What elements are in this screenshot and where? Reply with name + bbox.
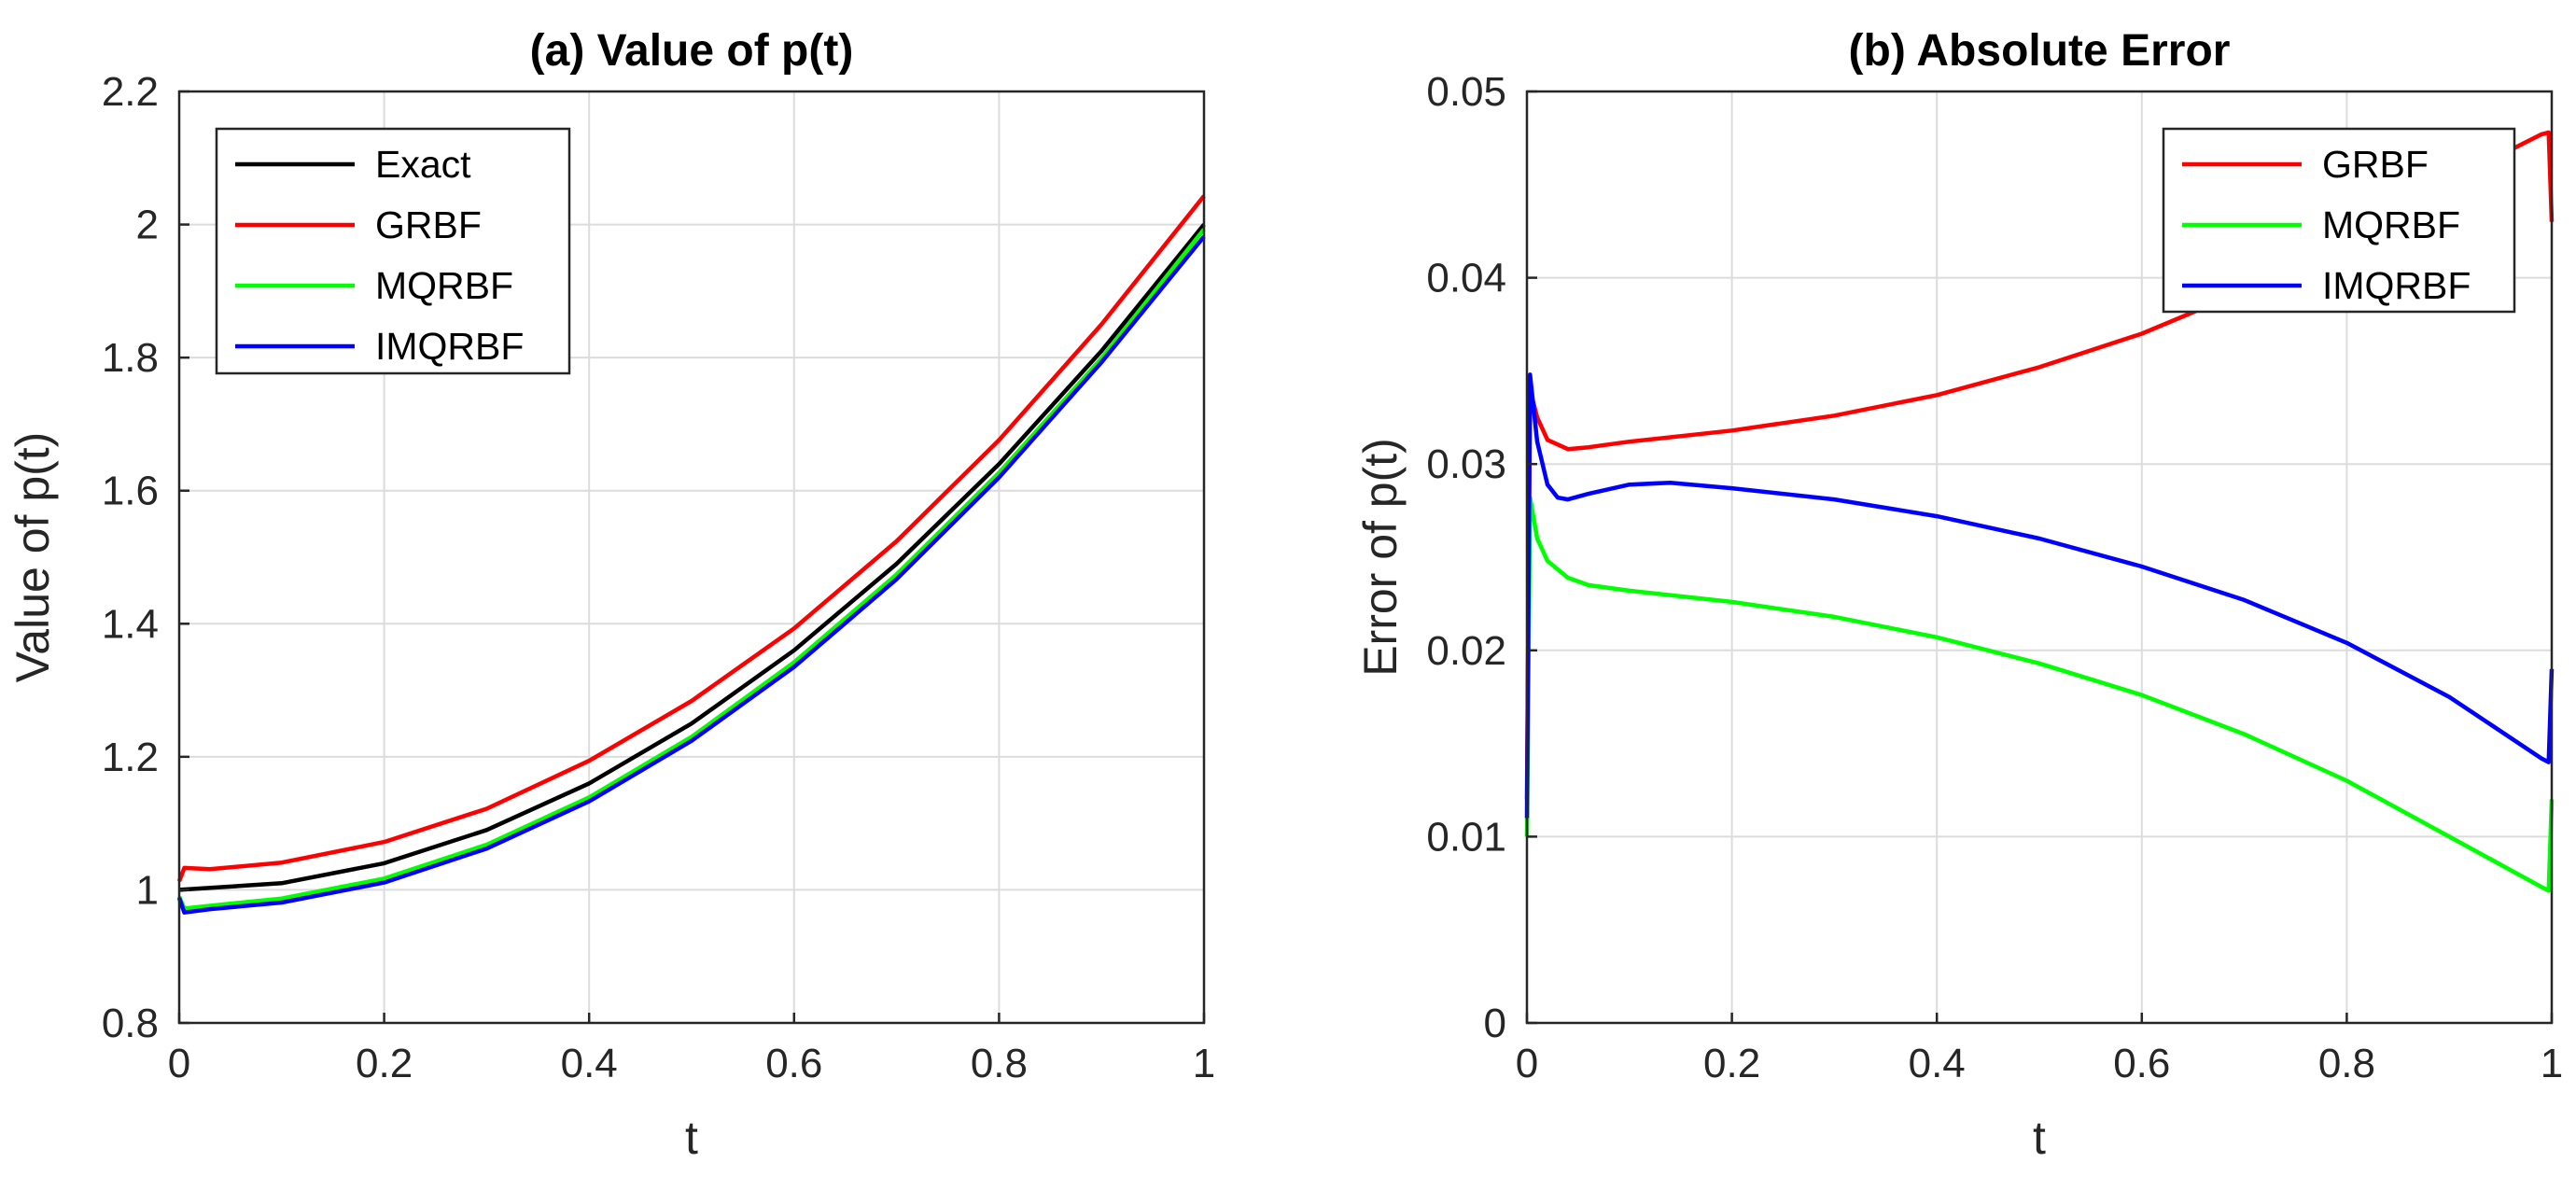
- chart-b-legend-box: [2162, 127, 2516, 314]
- chart-b-x-tick-label: 0: [1516, 1041, 1538, 1086]
- chart-a-series: [176, 194, 1206, 915]
- chart-a-x-tick-label: 1: [1193, 1041, 1215, 1086]
- chart-a-x-tick-label: 0.2: [356, 1041, 413, 1086]
- chart-a-ticks: 0 0.2 0.4 0.6 0.8 1 0.8 1 1.2 1.4 1.6 1.8 2 2.2: [102, 69, 1215, 1086]
- chart-a-legend-box: [215, 127, 571, 375]
- chart-a-y-tick-label: 2.2: [102, 69, 159, 115]
- chart-b-x-axis-label: t: [2033, 1112, 2046, 1164]
- chart-a-legend-label-imqrbf: IMQRBF: [375, 325, 524, 368]
- chart-b-axes-frame: [1525, 90, 2554, 1025]
- chart-b-y-tick-label: 0.04: [1426, 256, 1506, 301]
- chart-b-x-tick-label: 0.6: [2113, 1041, 2170, 1086]
- chart-a-x-axis-label: t: [685, 1112, 698, 1164]
- chart-a-series-imqrbf: [176, 234, 1206, 915]
- chart-a-series-grbf: [176, 194, 1206, 883]
- chart-b-y-tick-label: 0.05: [1426, 69, 1506, 115]
- chart-a-y-tick-label: 1.2: [102, 735, 159, 780]
- chart-a-value-of-p: 0 0.2 0.4 0.6 0.8 1 0.8 1 1.2 1.4 1.6 1.8 2 2.2 (a) V…: [7, 26, 1215, 1164]
- chart-a-y-tick-label: 0.8: [102, 1001, 159, 1046]
- chart-b-legend-label-grbf: GRBF: [2322, 143, 2429, 186]
- chart-a-legend-label-grbf: GRBF: [375, 203, 482, 246]
- chart-b-y-tick-label: 0: [1484, 1001, 1506, 1046]
- chart-a-series-mqrbf: [176, 228, 1206, 911]
- chart-b-x-tick-label: 0.8: [2318, 1041, 2375, 1086]
- chart-a-legend-label-exact: Exact: [375, 143, 471, 186]
- chart-a-legend-label-mqrbf: MQRBF: [375, 264, 513, 307]
- chart-a-title: (a) Value of p(t): [530, 26, 854, 76]
- chart-b-x-tick-label: 1: [2541, 1041, 2563, 1086]
- chart-a-y-tick-label: 1.6: [102, 469, 159, 514]
- chart-a-y-tick-label: 2: [136, 203, 159, 248]
- chart-b-series-mqrbf: [1524, 495, 2555, 893]
- chart-a-y-axis-label: Value of p(t): [7, 432, 59, 683]
- chart-a-x-tick-label: 0.4: [561, 1041, 618, 1086]
- chart-b-title: (b) Absolute Error: [1849, 26, 2231, 76]
- chart-b-y-tick-label: 0.03: [1426, 441, 1506, 487]
- chart-a-y-tick-label: 1.8: [102, 335, 159, 381]
- chart-a-legend: Exact GRBF MQRBF IMQRBF: [215, 127, 571, 375]
- chart-a-series-exact: [178, 223, 1206, 892]
- chart-b-ticks: 0 0.2 0.4 0.6 0.8 1 0 0.01 0.02 0.03 0.04 0.05: [1426, 69, 2563, 1086]
- chart-a-y-tick-label: 1.4: [102, 601, 159, 647]
- chart-b-legend: GRBF MQRBF IMQRBF: [2162, 127, 2516, 314]
- chart-b-x-tick-label: 0.2: [1703, 1041, 1760, 1086]
- chart-a-x-tick-label: 0: [168, 1041, 190, 1086]
- chart-b-x-tick-label: 0.4: [1909, 1041, 1966, 1086]
- chart-a-x-tick-label: 0.6: [765, 1041, 822, 1086]
- chart-a-y-tick-label: 1: [136, 867, 159, 913]
- chart-b-legend-label-imqrbf: IMQRBF: [2322, 264, 2471, 307]
- chart-b-y-tick-label: 0.02: [1426, 628, 1506, 674]
- chart-b-absolute-error: 0 0.2 0.4 0.6 0.8 1 0 0.01 0.02 0.03 0.04 0.05 (b) …: [1354, 26, 2563, 1164]
- chart-b-y-tick-label: 0.01: [1426, 814, 1506, 860]
- chart-b-y-axis-label: Error of p(t): [1354, 438, 1407, 677]
- chart-b-legend-label-mqrbf: MQRBF: [2322, 203, 2460, 246]
- chart-a-axes-frame: [177, 90, 1206, 1025]
- chart-a-x-tick-label: 0.8: [971, 1041, 1028, 1086]
- chart-b-series-imqrbf: [1524, 372, 2555, 819]
